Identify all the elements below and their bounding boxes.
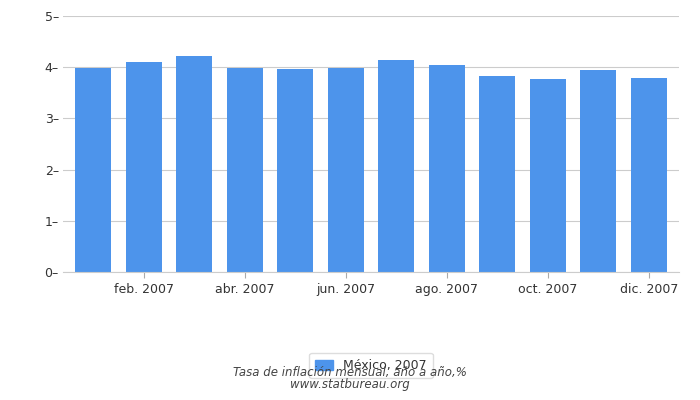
Bar <box>378 60 414 272</box>
Bar <box>125 62 162 272</box>
Bar <box>428 65 465 272</box>
Text: Tasa de inflación mensual, año a año,%: Tasa de inflación mensual, año a año,% <box>233 366 467 379</box>
Text: www.statbureau.org: www.statbureau.org <box>290 378 410 391</box>
Bar <box>328 68 364 272</box>
Legend: México, 2007: México, 2007 <box>309 353 433 378</box>
Bar <box>580 70 617 272</box>
Bar <box>277 69 314 272</box>
Bar <box>529 80 566 272</box>
Bar <box>227 68 263 272</box>
Bar <box>75 68 111 272</box>
Bar <box>631 78 667 272</box>
Bar <box>176 56 213 272</box>
Bar <box>479 76 515 272</box>
